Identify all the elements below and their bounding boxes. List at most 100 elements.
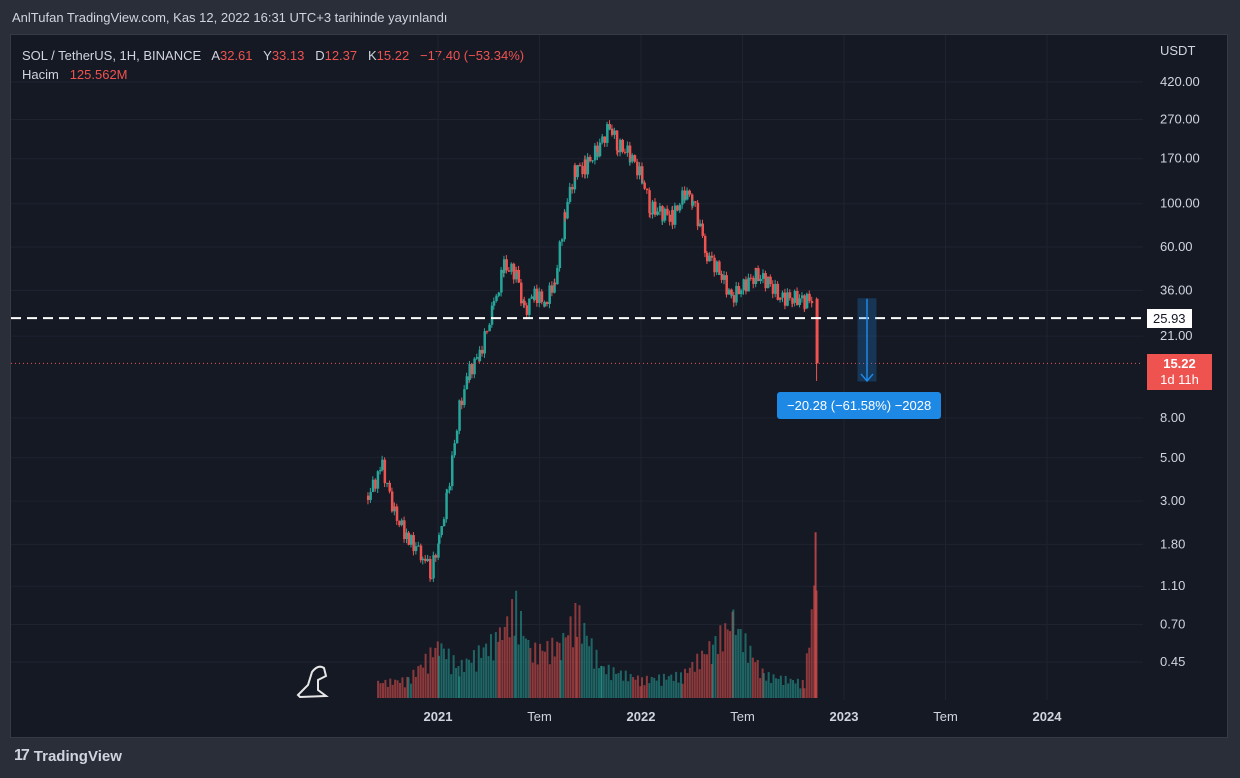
candle-body [473, 358, 476, 375]
y-tick-label: 8.00 [1160, 410, 1185, 425]
volume-bar [681, 683, 684, 698]
candle-body [492, 301, 496, 306]
dino-icon [296, 665, 329, 699]
candle-body [815, 298, 819, 364]
candle-body [417, 545, 420, 547]
volume-bar [497, 641, 500, 698]
candle-body [438, 535, 441, 544]
volume-bar [762, 673, 765, 698]
candle-body [658, 206, 662, 212]
last-price-value: 15.22 [1163, 356, 1196, 371]
candle-body [730, 295, 733, 297]
candle-body [515, 269, 518, 271]
volume-bar [498, 627, 501, 698]
volume-bar [470, 662, 473, 698]
volume-bar [686, 673, 689, 698]
y-tick-label: 0.70 [1160, 617, 1185, 632]
volume-bar [600, 665, 603, 698]
candle-body [553, 282, 557, 285]
volume-bar [562, 633, 565, 698]
candle-body [691, 201, 695, 206]
candle-body [548, 285, 551, 304]
volume-bar [719, 625, 722, 698]
candle-body [788, 292, 792, 299]
volume-bar [624, 670, 627, 698]
candle-body [653, 201, 657, 215]
candle-body [468, 364, 471, 380]
chart-panel[interactable] [10, 34, 1228, 738]
candle-body [643, 182, 646, 189]
candle-body [720, 274, 724, 280]
measure-label[interactable]: −20.28 (−61.58%) −2028 [777, 392, 942, 419]
candle-body [426, 558, 430, 562]
candle-body [596, 156, 599, 158]
candle-body [458, 400, 461, 431]
symbol-label[interactable]: SOL / TetherUS, 1H, BINANCE [22, 48, 202, 63]
volume-bar [458, 676, 461, 698]
volume-bar [501, 639, 504, 698]
candle-body [407, 532, 411, 545]
volume-bar [672, 680, 675, 698]
volume-bar [675, 671, 678, 698]
volume-bar [487, 656, 490, 698]
volume-bar [619, 670, 622, 698]
volume-bar [556, 641, 559, 698]
candle-body [641, 166, 644, 183]
candle-body [446, 490, 449, 493]
footer-brand: 17 TradingView [14, 747, 122, 765]
candle-body [543, 302, 547, 307]
volume-bar [698, 669, 701, 698]
volume-bar [693, 671, 696, 698]
candle-body [732, 295, 736, 303]
candle-body [405, 532, 409, 540]
candle-body [781, 292, 784, 298]
candle-body [512, 263, 516, 280]
candle-body [558, 241, 562, 269]
volume-bar [492, 660, 495, 698]
volume-bar [522, 635, 525, 698]
candle-body [528, 298, 531, 315]
candle-body [708, 255, 711, 262]
candle-body [776, 283, 780, 300]
candle-body [701, 223, 704, 236]
candle-body [434, 555, 438, 558]
volume-bar [716, 654, 719, 698]
candle-body [432, 555, 435, 579]
candle-body [581, 166, 584, 175]
volume-bar [787, 683, 790, 698]
volume-bar [442, 648, 445, 698]
volume-bar [639, 686, 642, 698]
volume-bar [463, 671, 466, 698]
volume-bar [399, 682, 402, 698]
candle-body [601, 136, 604, 143]
volume-bar [583, 622, 586, 698]
volume-bar [799, 688, 802, 698]
candle-body [497, 292, 501, 296]
candle-body [761, 273, 765, 279]
volume-bar [643, 685, 646, 698]
candle-body [686, 190, 689, 200]
candle-body [403, 520, 406, 540]
volume-bar [440, 643, 443, 698]
volume-bar [655, 680, 658, 698]
volume-bar [548, 664, 551, 698]
volume-bar [767, 672, 770, 698]
candle-body [631, 155, 634, 162]
open-label: A [211, 48, 220, 63]
candle-body [621, 139, 625, 152]
volume-bar [389, 678, 392, 698]
volume-bar [636, 675, 639, 698]
candle-body [727, 289, 731, 295]
candle-body [616, 150, 620, 153]
volume-bar [770, 683, 773, 698]
volume-bar [394, 679, 397, 698]
volume-bar [610, 680, 613, 698]
x-tick-label: Tem [933, 709, 958, 724]
volume-bar [531, 662, 534, 698]
y-tick-label: 60.00 [1160, 239, 1193, 254]
candle-body [535, 288, 539, 304]
candle-body [603, 136, 607, 143]
candle-body [366, 495, 370, 500]
y-tick-label: 100.00 [1160, 196, 1200, 211]
